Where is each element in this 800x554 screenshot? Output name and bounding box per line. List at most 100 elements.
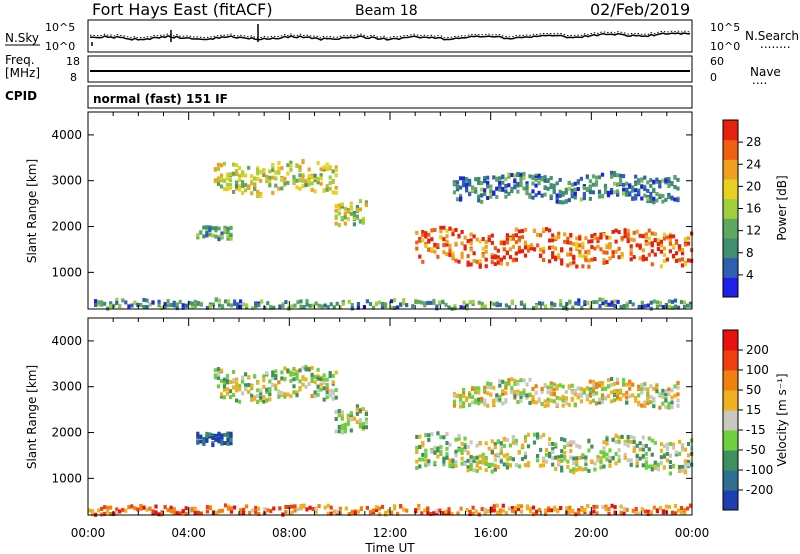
echo-cell xyxy=(502,247,506,252)
echo-cell xyxy=(484,249,488,254)
echo-cell xyxy=(223,503,228,508)
echo-cell xyxy=(295,390,299,395)
echo-cell xyxy=(445,446,449,451)
echo-cell xyxy=(456,511,460,516)
echo-cell xyxy=(157,303,161,308)
echo-cell xyxy=(278,304,282,309)
y-tick-label: 1000 xyxy=(51,265,82,279)
echo-cell xyxy=(528,509,533,514)
echo-cell xyxy=(487,237,491,242)
echo-cell xyxy=(510,377,514,382)
echo-cell xyxy=(418,445,422,449)
echo-cell xyxy=(219,368,224,373)
echo-cell xyxy=(319,387,323,392)
echo-cell xyxy=(337,425,341,429)
echo-cell xyxy=(260,299,264,304)
echo-cell xyxy=(124,300,128,305)
echo-cell xyxy=(570,194,574,199)
echo-cell xyxy=(564,401,568,406)
echo-cell xyxy=(452,400,457,405)
echo-cell xyxy=(516,189,520,194)
echo-cell xyxy=(548,442,552,446)
echo-cell xyxy=(377,512,382,517)
echo-cell xyxy=(643,187,647,192)
echo-cell xyxy=(133,301,137,306)
echo-cell xyxy=(421,232,425,237)
echo-cell xyxy=(217,226,221,231)
echo-cell xyxy=(608,459,612,463)
echo-cell xyxy=(225,387,230,392)
echo-cell xyxy=(454,463,458,468)
echo-cell xyxy=(289,370,293,375)
echo-cell xyxy=(559,506,563,510)
echo-cell xyxy=(554,455,558,460)
echo-cell xyxy=(551,255,555,259)
echo-cell xyxy=(566,441,570,446)
echo-cell xyxy=(561,192,565,197)
echo-cell xyxy=(667,392,671,397)
echo-cell xyxy=(91,509,95,514)
echo-cell xyxy=(469,238,473,243)
echo-cell xyxy=(445,441,449,445)
echo-cell xyxy=(496,260,500,265)
echo-cell xyxy=(157,512,161,517)
echo-cell xyxy=(505,457,509,462)
echo-cell xyxy=(217,509,222,514)
echo-cell xyxy=(610,382,614,387)
echo-cell xyxy=(584,236,588,241)
echo-cell xyxy=(673,384,677,389)
echo-cell xyxy=(585,386,589,390)
echo-cell xyxy=(662,232,666,237)
echo-cell xyxy=(241,391,245,396)
echo-cell xyxy=(641,257,645,262)
echo-cell xyxy=(637,384,641,389)
echo-cell xyxy=(670,395,674,400)
echo-cell xyxy=(552,189,556,194)
echo-cell xyxy=(517,249,521,254)
echo-cell xyxy=(552,183,556,188)
echo-cell xyxy=(109,505,113,510)
echo-cell xyxy=(284,505,288,509)
echo-cell xyxy=(305,299,309,304)
echo-cell xyxy=(534,390,538,395)
echo-cell xyxy=(355,407,359,412)
echo-cell xyxy=(591,392,595,397)
time-tick-label: 20:00 xyxy=(574,526,609,540)
echo-cell xyxy=(644,242,648,246)
echo-cell xyxy=(673,511,678,516)
echo-cell xyxy=(340,202,344,207)
echo-cell xyxy=(671,463,676,468)
echo-cell xyxy=(483,304,487,309)
echo-cell xyxy=(226,506,231,511)
echo-cell xyxy=(459,193,463,198)
echo-cell xyxy=(340,410,344,415)
echo-cell xyxy=(610,190,614,195)
echo-cell xyxy=(310,181,314,186)
echo-cell xyxy=(640,300,644,305)
echo-cell xyxy=(680,257,685,262)
echo-cell xyxy=(603,187,608,192)
echo-cell xyxy=(301,179,305,184)
echo-cell xyxy=(501,186,505,191)
echo-cell xyxy=(640,184,644,189)
echo-cell xyxy=(338,305,342,310)
echo-cell xyxy=(97,302,101,307)
echo-cell xyxy=(238,387,242,392)
echo-cell xyxy=(316,376,320,381)
echo-cell xyxy=(181,305,185,310)
echo-cell xyxy=(602,232,606,237)
echo-cell xyxy=(219,392,224,397)
echo-cell xyxy=(576,187,580,191)
echo-cell xyxy=(499,257,503,262)
echo-cell xyxy=(575,467,579,472)
echo-cell xyxy=(229,431,233,436)
echo-cell xyxy=(292,390,296,395)
echo-cell xyxy=(587,264,591,269)
echo-cell xyxy=(649,510,653,515)
echo-cell xyxy=(489,506,493,511)
echo-cell xyxy=(396,305,400,310)
echo-cell xyxy=(447,305,451,310)
echo-cell xyxy=(322,188,326,192)
echo-cell xyxy=(519,398,523,403)
